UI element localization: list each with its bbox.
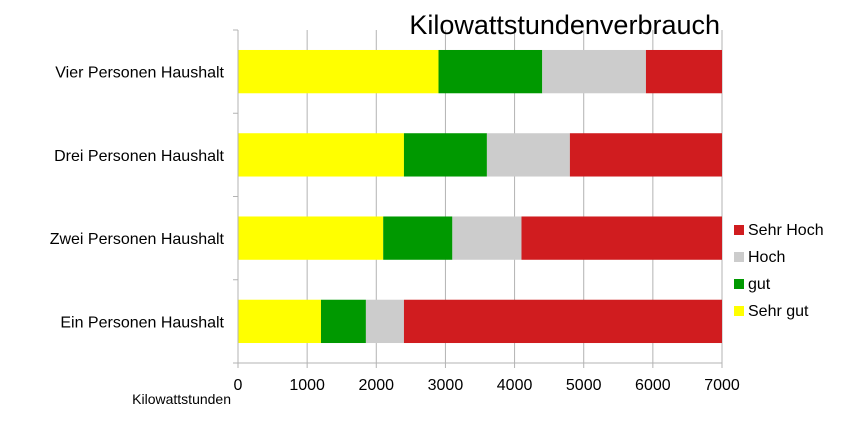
x-tick-label: 0 [234, 377, 243, 394]
legend-label: Sehr Hoch [748, 222, 824, 239]
category-label: Vier Personen Haushalt [55, 65, 224, 82]
x-tick-label: 3000 [428, 377, 464, 394]
bar-segment [383, 216, 453, 260]
bar-segment [645, 49, 722, 94]
x-tick-label: 6000 [635, 377, 671, 394]
legend-swatch [734, 225, 744, 235]
x-tick-label: 7000 [704, 377, 740, 394]
legend-swatch [734, 306, 744, 316]
bars [238, 49, 722, 344]
bar-segment [452, 216, 522, 260]
x-tick-label: 2000 [358, 377, 394, 394]
legend: Sehr Hoch Hoch gut Sehr gut [734, 222, 824, 320]
x-tick-label: 4000 [497, 377, 533, 394]
bar-segment [521, 216, 722, 260]
chart-title: Kilowattstundenverbrauch [409, 10, 720, 40]
x-tick-label: 1000 [289, 377, 325, 394]
bar-segment [486, 133, 570, 177]
bar-segment [542, 49, 646, 94]
bar-segment [403, 299, 722, 344]
category-label: Zwei Personen Haushalt [50, 231, 225, 248]
bar-segment [403, 133, 487, 177]
x-axis-label: Kilowattstunden [132, 391, 231, 407]
legend-swatch [734, 279, 744, 289]
bar-segment [365, 299, 404, 344]
bar-segment [238, 216, 384, 260]
bar-segment [320, 299, 366, 344]
bar-segment [238, 299, 321, 344]
category-label: Ein Personen Haushalt [60, 314, 224, 331]
axes: 0 1000 2000 3000 4000 5000 6000 7000 Ein Persone… [50, 29, 740, 394]
bar-segment [569, 133, 722, 177]
x-tick-label: 5000 [566, 377, 602, 394]
bar-segment [438, 49, 543, 94]
legend-label: Sehr gut [748, 303, 809, 320]
bar-segment [238, 49, 439, 94]
legend-label: gut [748, 276, 771, 293]
legend-label: Hoch [748, 249, 785, 266]
category-label: Drei Personen Haushalt [54, 148, 224, 165]
legend-swatch [734, 252, 744, 262]
bar-segment [238, 133, 404, 177]
